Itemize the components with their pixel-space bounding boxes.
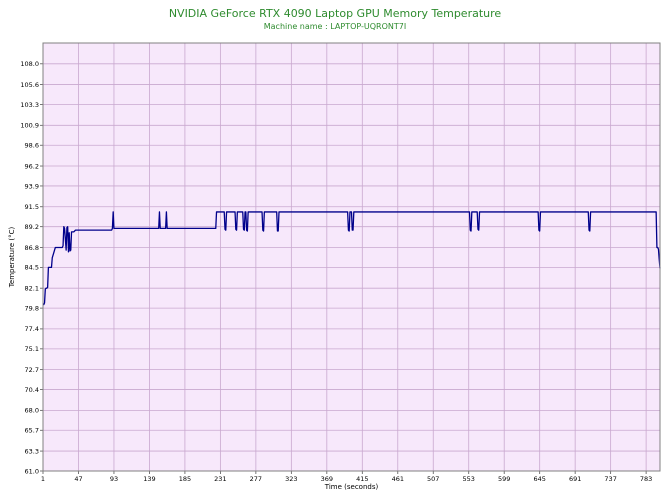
y-tick-label: 75.1 <box>25 345 39 353</box>
x-tick-label: 737 <box>604 475 616 483</box>
x-tick-label: 277 <box>250 475 262 483</box>
x-tick-label: 231 <box>214 475 226 483</box>
y-axis-ticks: 61.0 63.3 65.7 68.0 70.4 72.7 75.1 77.4 79.8 82.1… <box>20 60 43 475</box>
y-tick-label: 105.6 <box>20 81 39 89</box>
x-tick-label: 93 <box>110 475 118 483</box>
y-tick-label: 68.0 <box>25 407 39 415</box>
x-tick-label: 1 <box>41 475 45 483</box>
x-tick-label: 139 <box>143 475 155 483</box>
y-tick-label: 86.8 <box>25 244 39 252</box>
y-tick-label: 108.0 <box>20 60 39 68</box>
y-tick-label: 65.7 <box>25 427 39 435</box>
y-tick-label: 79.8 <box>25 304 39 312</box>
x-tick-label: 645 <box>533 475 545 483</box>
x-tick-label: 369 <box>321 475 333 483</box>
y-tick-label: 82.1 <box>25 284 39 292</box>
x-tick-label: 553 <box>463 475 475 483</box>
y-tick-label: 98.6 <box>25 142 39 150</box>
y-tick-label: 91.5 <box>25 203 39 211</box>
plot-frame <box>42 42 661 472</box>
x-axis-ticks: 1 47 93 139 185 231 277 323 369 415 461 507 553 599 64… <box>41 471 652 483</box>
x-tick-label: 185 <box>179 475 191 483</box>
y-tick-label: 96.2 <box>25 162 39 170</box>
y-tick-label: 93.9 <box>25 182 39 190</box>
y-tick-label: 70.4 <box>25 386 39 394</box>
chart-title: NVIDIA GeForce RTX 4090 Laptop GPU Memor… <box>168 7 502 20</box>
y-tick-label: 100.9 <box>20 122 39 130</box>
series-group <box>43 211 661 306</box>
x-tick-label: 323 <box>285 475 297 483</box>
x-tick-label: 783 <box>640 475 652 483</box>
y-tick-label: 89.2 <box>25 223 39 231</box>
y-tick-label: 103.3 <box>20 101 39 109</box>
series-line <box>43 211 661 306</box>
x-axis-label: Time (seconds) <box>324 483 379 491</box>
x-tick-label: 415 <box>356 475 368 483</box>
chart-subtitle: Machine name : LAPTOP-UQRONT7I <box>263 22 407 31</box>
x-tick-label: 599 <box>498 475 510 483</box>
x-tick-label: 461 <box>392 475 404 483</box>
x-tick-label: 691 <box>569 475 581 483</box>
x-tick-label: 507 <box>427 475 439 483</box>
y-tick-label: 61.0 <box>25 467 39 475</box>
y-tick-label: 77.4 <box>25 325 39 333</box>
y-tick-label: 72.7 <box>25 366 39 374</box>
y-axis-label: Temperature (°C) <box>8 227 16 289</box>
plot-background <box>43 43 660 471</box>
y-tick-label: 84.5 <box>25 264 39 272</box>
grid-lines <box>42 43 660 472</box>
y-tick-label: 63.3 <box>25 447 39 455</box>
x-tick-label: 47 <box>74 475 82 483</box>
